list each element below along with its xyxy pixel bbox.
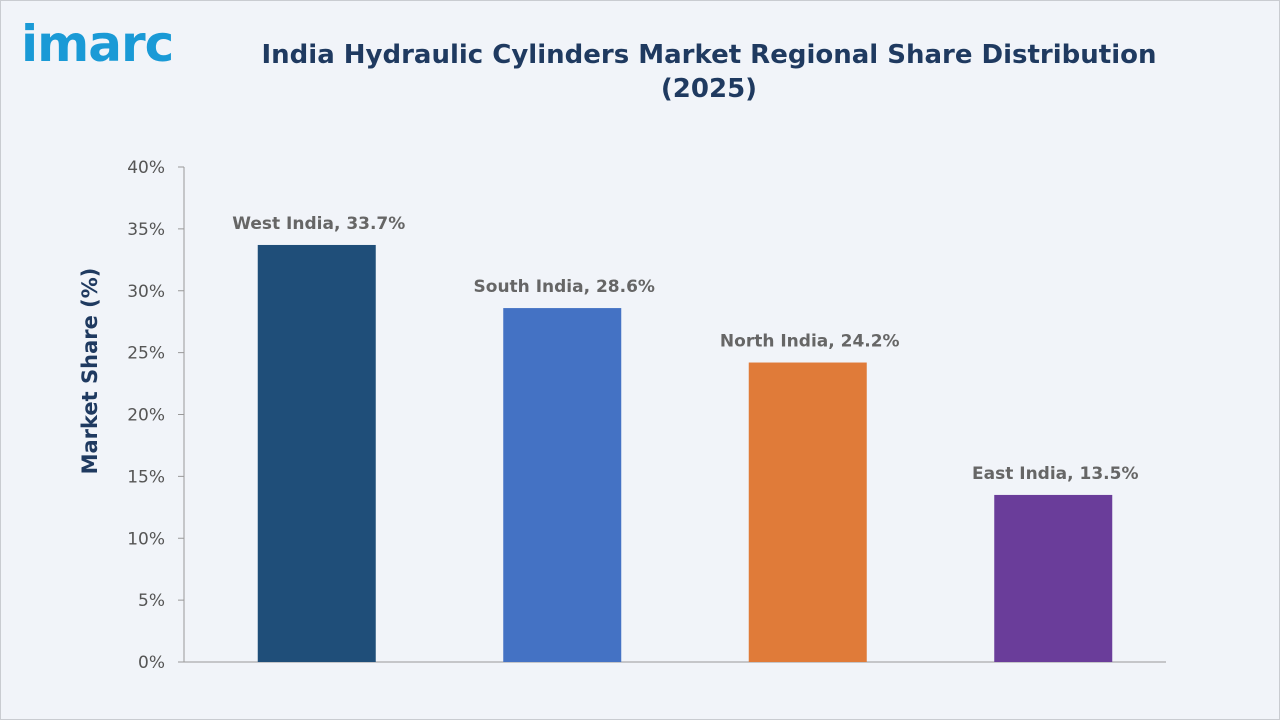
y-tick-label: 5% [138,591,165,611]
y-tick-label: 0% [138,653,165,673]
y-tick-label: 25% [127,344,165,364]
imarc-logo: imarc [21,15,174,73]
data-label: East India, 13.5% [972,464,1139,484]
y-tick-label: 20% [127,406,165,426]
y-tick-label: 40% [127,158,165,178]
bar-south-india [503,308,622,662]
data-label: West India, 33.7% [232,214,405,234]
y-tick-label: 35% [127,220,165,240]
bar-north-india [748,362,867,662]
y-tick-label: 10% [127,529,165,549]
data-label: South India, 28.6% [474,277,655,297]
y-tick-label: 30% [127,282,165,302]
chart-title: India Hydraulic Cylinders Market Regiona… [261,40,1157,104]
y-tick-label: 15% [127,467,165,487]
bar-west-india [257,244,376,662]
data-label: North India, 24.2% [720,332,900,352]
bar-east-india [994,494,1113,662]
